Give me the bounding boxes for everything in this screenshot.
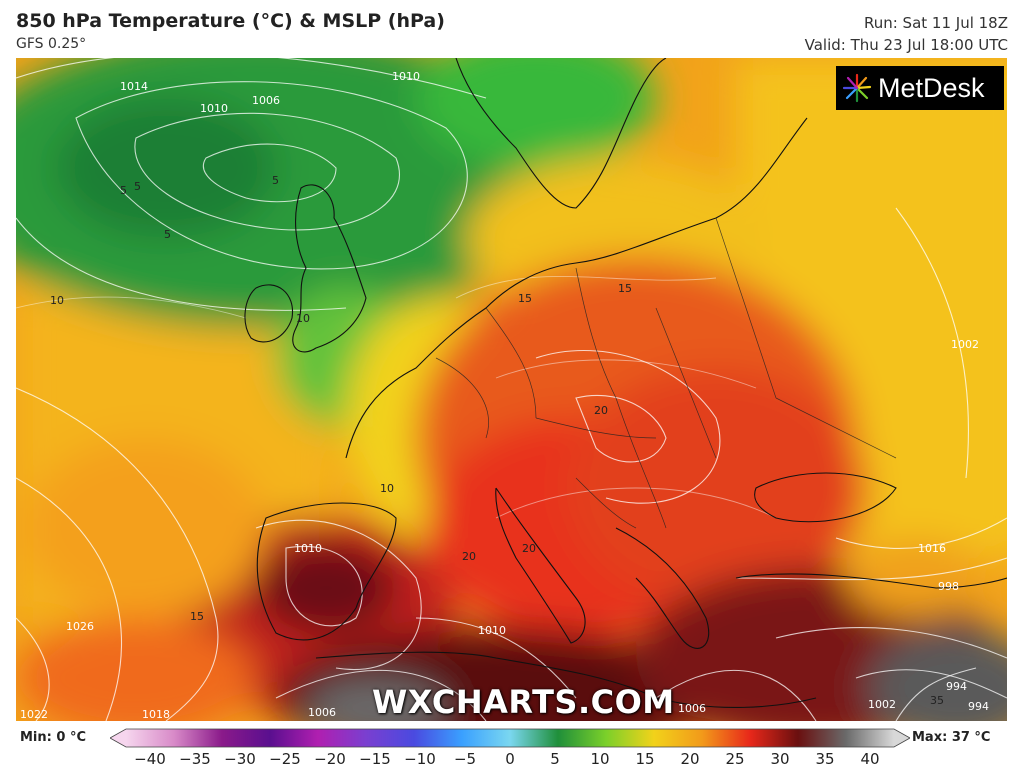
isobar-label: 1018 (142, 708, 170, 721)
temperature-label: 5 (134, 180, 141, 193)
colorbar-tick-label: −10 (404, 750, 436, 768)
isobar-label: 1010 (392, 70, 420, 83)
model-name: GFS 0.25° (16, 36, 87, 52)
colorbar-tick-label: 0 (505, 750, 515, 768)
temperature-label: 10 (296, 312, 310, 325)
chart-title: 850 hPa Temperature (°C) & MSLP (hPa) (16, 10, 445, 32)
isobar-label: 1002 (951, 338, 979, 351)
colorbar-tick-label: −40 (134, 750, 166, 768)
legend-min-label: Min: 0 °C (20, 730, 86, 745)
temperature-label: 15 (518, 292, 532, 305)
colorbar-tick-label: −25 (269, 750, 301, 768)
contour-labels: 1014 1010 1010 1006 1002 1010 1010 1026 … (20, 70, 989, 721)
metdesk-logo: MetDesk (836, 66, 1004, 110)
colorbar-bar (110, 728, 910, 748)
temperature-label: 15 (190, 610, 204, 623)
isobar-label: 1006 (252, 94, 280, 107)
country-borders (435, 217, 897, 529)
temperature-contours (16, 276, 777, 519)
temperature-label: 10 (50, 294, 64, 307)
temperature-label: 15 (618, 282, 632, 295)
temperature-colorbar (110, 728, 910, 748)
colorbar-tick-label: 25 (725, 750, 745, 768)
isobar-label: 1006 (678, 702, 706, 715)
temperature-map: 1014 1010 1010 1006 1002 1010 1010 1026 … (16, 58, 1007, 721)
isobar-label: 994 (968, 700, 989, 713)
colorbar-tick-label: 20 (680, 750, 700, 768)
colorbar-tick-label: −20 (314, 750, 346, 768)
temperature-label: 5 (272, 174, 279, 187)
colorbar-tick-label: 35 (815, 750, 835, 768)
isobar-label: 1026 (66, 620, 94, 633)
isobar-label: 1010 (294, 542, 322, 555)
colorbar-tick-label: 5 (550, 750, 560, 768)
isobar-label: 998 (938, 580, 959, 593)
isobar-label: 1010 (200, 102, 228, 115)
valid-time: Valid: Thu 23 Jul 18:00 UTC (804, 36, 1008, 54)
isobar-label: 994 (946, 680, 967, 693)
metdesk-logo-text: MetDesk (878, 72, 985, 103)
isobar-label: 1002 (868, 698, 896, 711)
temperature-label: 5 (164, 228, 171, 241)
temperature-label: 5 (120, 184, 127, 197)
isobar-label: 1014 (120, 80, 148, 93)
colorbar-tick-label: −30 (224, 750, 256, 768)
legend-max-label: Max: 37 °C (912, 730, 991, 745)
temperature-label: 20 (594, 404, 608, 417)
temperature-field (16, 58, 1007, 721)
run-time: Run: Sat 11 Jul 18Z (863, 14, 1008, 32)
temperature-label: 20 (462, 550, 476, 563)
coastlines (244, 58, 1007, 709)
temperature-label: 10 (380, 482, 394, 495)
colorbar-tick-label: 30 (770, 750, 790, 768)
colorbar-tick-label: 10 (590, 750, 610, 768)
colorbar-tick-label: 15 (635, 750, 655, 768)
map-canvas: 1014 1010 1010 1006 1002 1010 1010 1026 … (16, 58, 1007, 721)
wxcharts-watermark: WXCHARTS.COM (372, 683, 675, 721)
colorbar-tick-label: 40 (860, 750, 880, 768)
isobar-label: 1022 (20, 708, 48, 721)
isobar-lines (16, 58, 1007, 721)
temperature-label: 35 (930, 694, 944, 707)
temperature-labels: 5 5 5 5 10 10 15 15 10 20 20 20 15 35 (50, 174, 944, 707)
isobar-label: 1010 (478, 624, 506, 637)
colorbar-tick-label: −35 (179, 750, 211, 768)
isobar-label: 1016 (918, 542, 946, 555)
metdesk-burst-icon (842, 73, 872, 103)
colorbar-tick-label: −15 (359, 750, 391, 768)
colorbar-tick-label: −5 (453, 750, 477, 768)
isobar-label: 1006 (308, 706, 336, 719)
temperature-label: 20 (522, 542, 536, 555)
